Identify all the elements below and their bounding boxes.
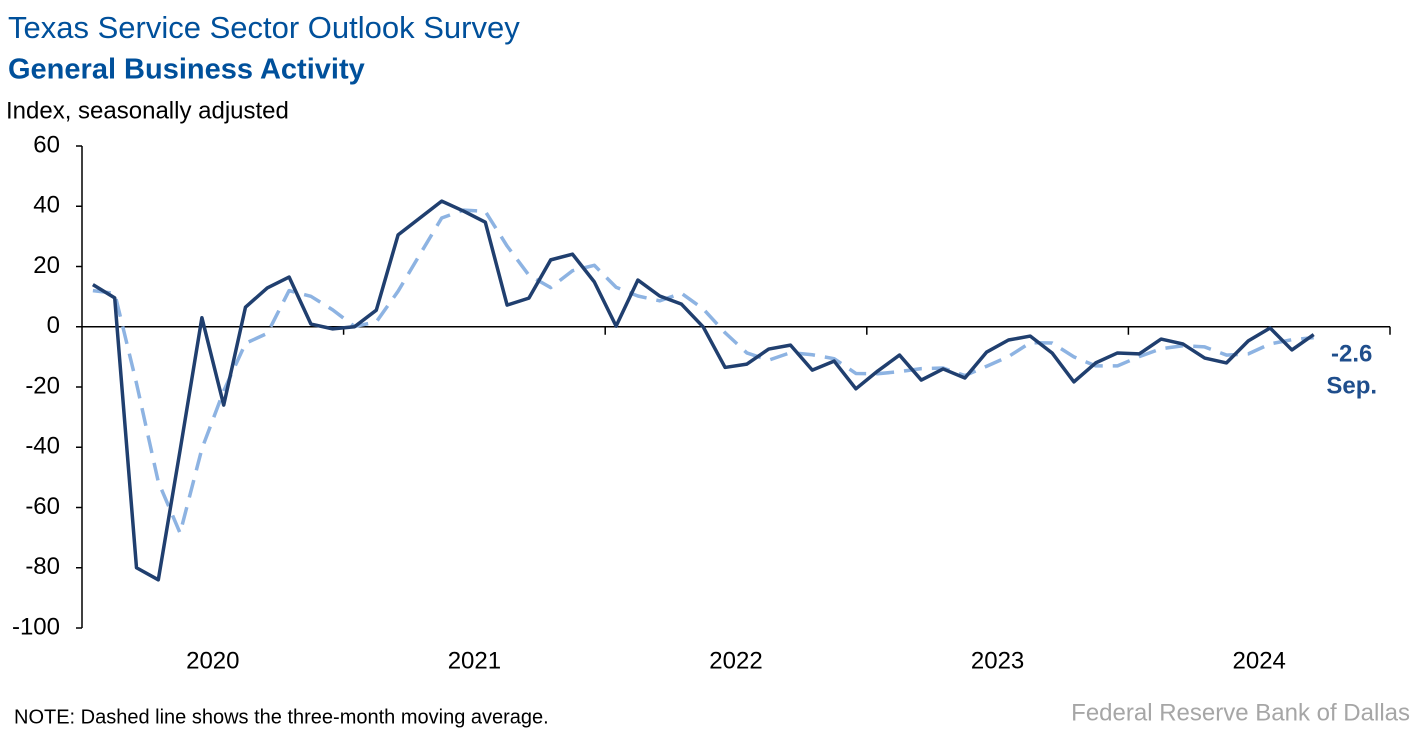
y-tick-label: 20	[33, 252, 60, 279]
y-tick-label: 60	[33, 131, 60, 158]
annotation: Sep.	[1326, 372, 1377, 399]
value-label: -2.6	[1331, 340, 1372, 367]
x-tick-label: 2021	[448, 647, 501, 674]
series-line	[91, 199, 1315, 582]
y-tick-label: -40	[25, 433, 60, 460]
y-tick-label: -60	[25, 493, 60, 520]
y-tick-label: 40	[33, 192, 60, 219]
note: NOTE: Dashed line shows the three-month …	[14, 706, 549, 728]
x-tick-label: 2024	[1233, 647, 1286, 674]
y-tick-label: -20	[25, 372, 60, 399]
y-tick-label: 0	[47, 312, 60, 339]
series-line	[92, 208, 1314, 535]
source: Federal Reserve Bank of Dallas	[1071, 699, 1410, 726]
x-tick-label: 2023	[971, 647, 1024, 674]
x-tick-label: 2022	[709, 647, 762, 674]
y-axis-label: Index, seasonally adjusted	[6, 97, 289, 124]
y-tick-label: -100	[12, 613, 60, 640]
chart-title: Texas Service Sector Outlook Survey	[8, 10, 520, 45]
x-tick-label: 2020	[186, 647, 239, 674]
chart-subtitle: General Business Activity	[8, 54, 365, 86]
y-tick-label: -80	[25, 553, 60, 580]
